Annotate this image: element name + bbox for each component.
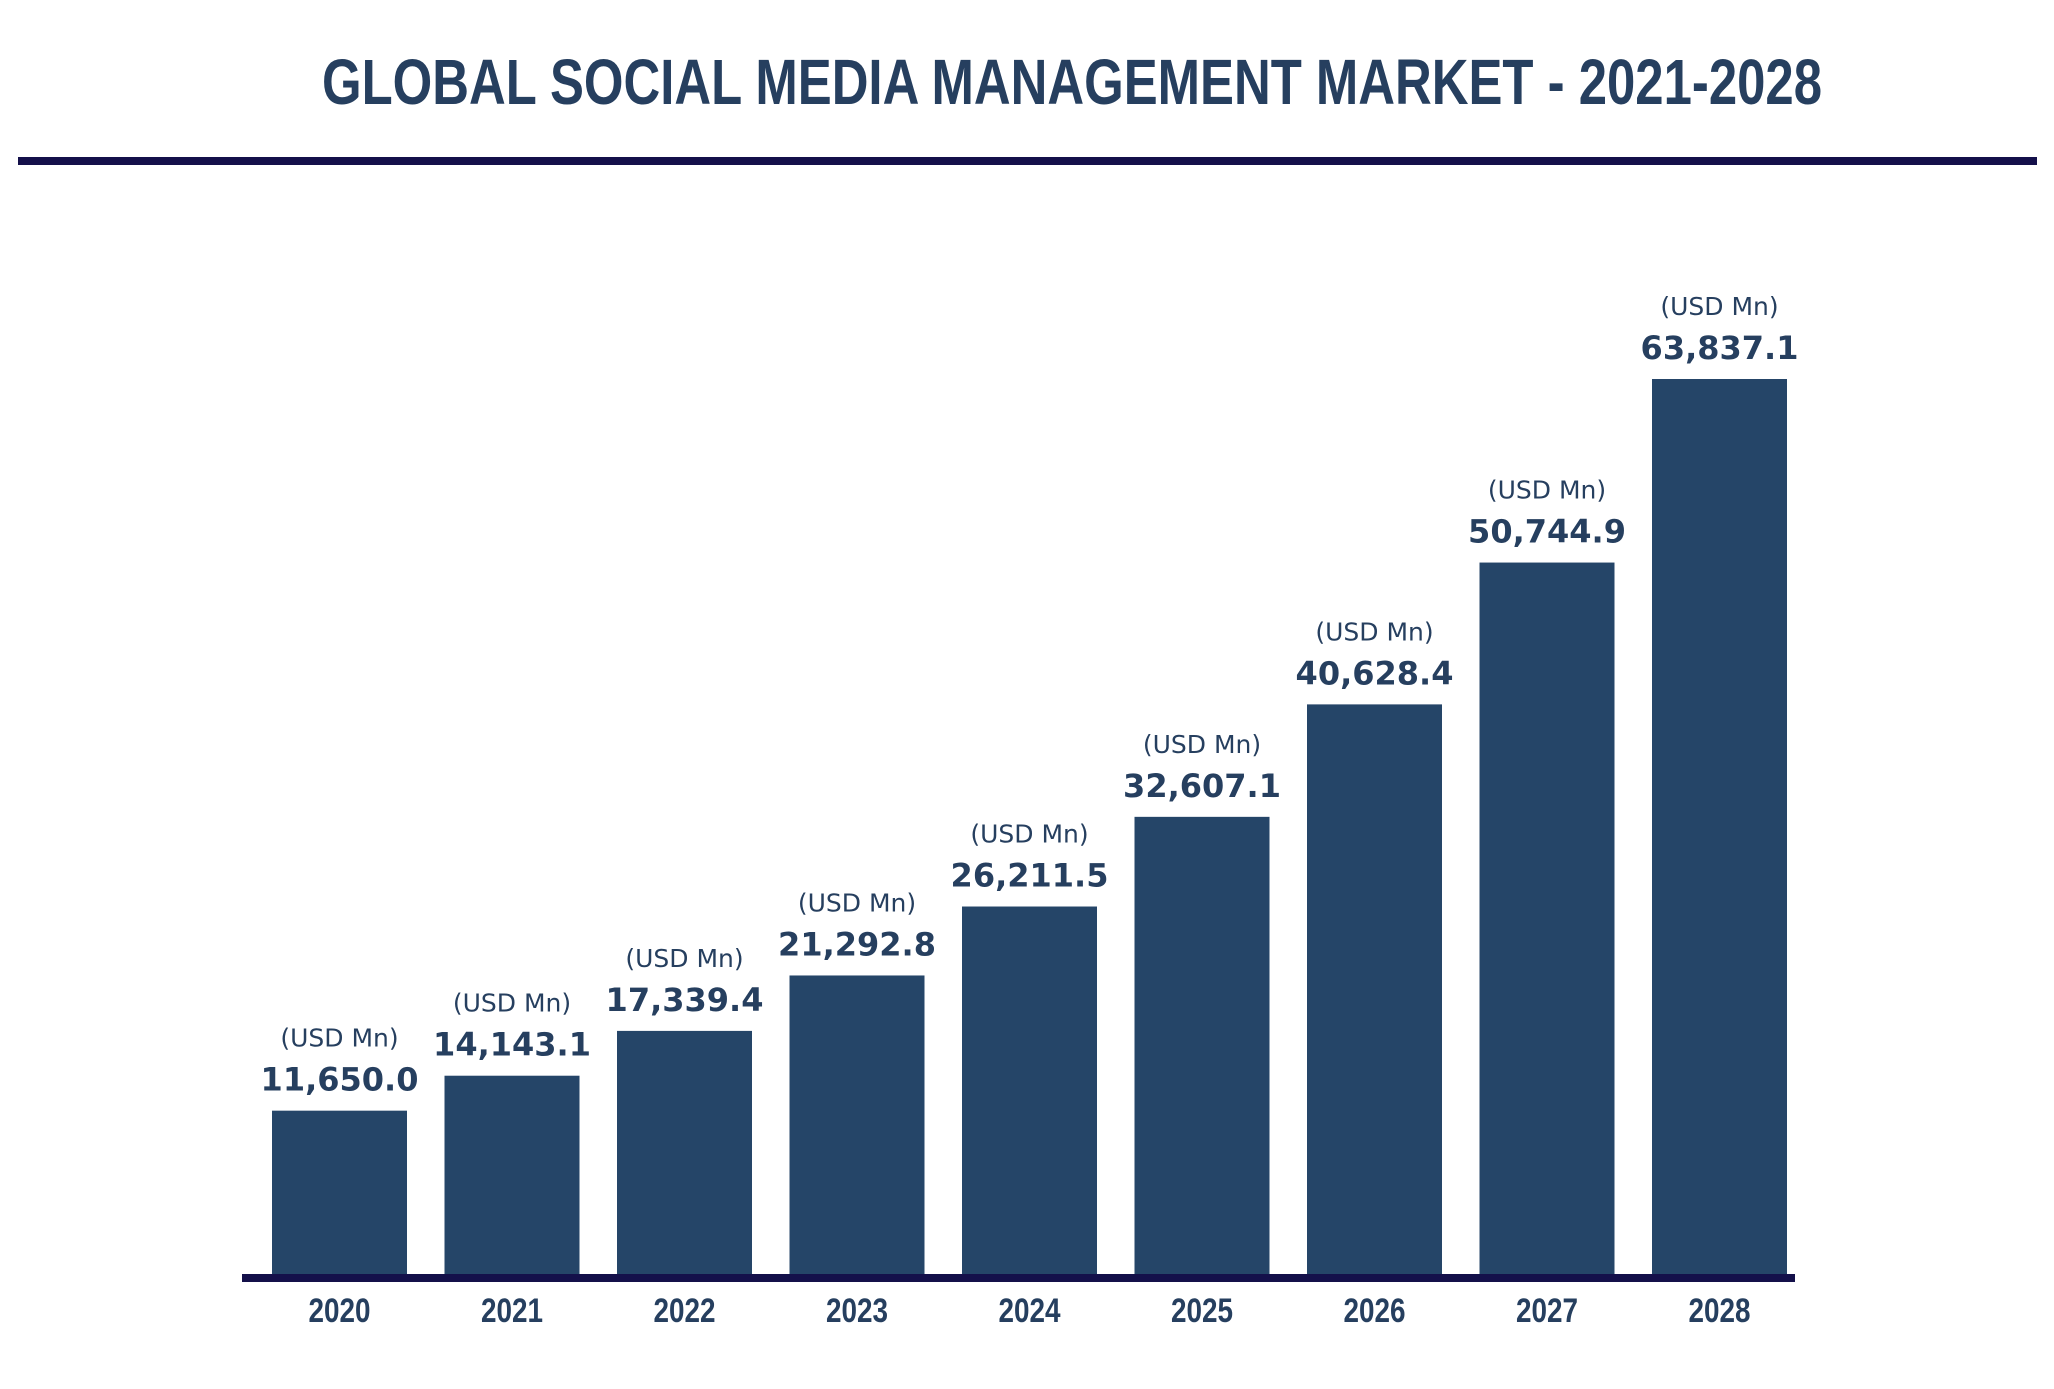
data-label: 14,143.1 xyxy=(433,1026,591,1064)
unit-label: (USD Mn) xyxy=(970,820,1088,849)
bar-2026 xyxy=(1307,704,1442,1274)
x-tick-labels: 2020 2021 2022 2023 2024 2025 2026 2027 2028 xyxy=(309,1292,1751,1330)
unit-label: (USD Mn) xyxy=(798,888,916,917)
unit-label: (USD Mn) xyxy=(1488,476,1606,505)
bar-2025 xyxy=(1134,816,1270,1274)
bar-2022 xyxy=(617,1030,752,1274)
bar-2021 xyxy=(444,1075,580,1274)
data-label: 21,292.8 xyxy=(778,925,936,963)
data-label: 26,211.5 xyxy=(951,857,1109,895)
data-label: 63,837.1 xyxy=(1641,329,1799,367)
bars-group: (USD Mn) 11,650.0 (USD Mn) 14,143.1 (USD Mn)… xyxy=(261,292,1799,1274)
title-divider xyxy=(18,157,2037,165)
chart-title: GLOBAL SOCIAL MEDIA MANAGEMENT MARKET - … xyxy=(322,46,1822,118)
x-tick-label: 2020 xyxy=(309,1292,371,1330)
unit-label: (USD Mn) xyxy=(1660,292,1778,321)
x-tick-label: 2021 xyxy=(481,1292,543,1330)
data-label: 17,339.4 xyxy=(606,981,764,1019)
bar-2024 xyxy=(962,906,1097,1274)
x-tick-label: 2026 xyxy=(1344,1292,1406,1330)
x-tick-label: 2027 xyxy=(1516,1292,1578,1330)
data-label: 50,744.9 xyxy=(1468,513,1626,551)
data-label: 40,628.4 xyxy=(1296,654,1454,692)
unit-label: (USD Mn) xyxy=(625,944,743,973)
bar-2023 xyxy=(789,975,925,1274)
x-tick-label: 2024 xyxy=(999,1292,1061,1330)
bar-2028 xyxy=(1652,379,1787,1274)
bar-2027 xyxy=(1479,562,1615,1274)
data-label: 11,650.0 xyxy=(261,1061,419,1099)
unit-label: (USD Mn) xyxy=(1315,617,1433,646)
unit-label: (USD Mn) xyxy=(1143,730,1261,759)
x-axis-line xyxy=(242,1274,1795,1282)
x-tick-label: 2028 xyxy=(1689,1292,1751,1330)
x-tick-label: 2025 xyxy=(1171,1292,1233,1330)
x-tick-label: 2023 xyxy=(826,1292,888,1330)
unit-label: (USD Mn) xyxy=(280,1024,398,1053)
data-label: 32,607.1 xyxy=(1123,767,1281,805)
x-tick-label: 2022 xyxy=(654,1292,716,1330)
unit-label: (USD Mn) xyxy=(453,989,571,1018)
bar-2020 xyxy=(272,1110,407,1274)
